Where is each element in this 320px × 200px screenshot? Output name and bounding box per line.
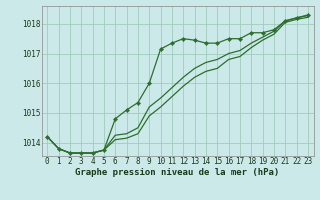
X-axis label: Graphe pression niveau de la mer (hPa): Graphe pression niveau de la mer (hPa) [76,168,280,177]
